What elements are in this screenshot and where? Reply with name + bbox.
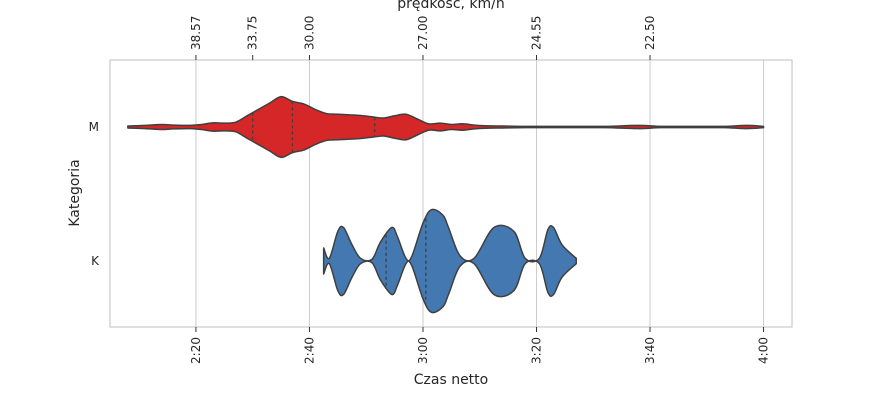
top-tick-label: 38.57: [189, 16, 203, 50]
y-tick-label: K: [91, 254, 100, 268]
violin-m: [127, 95, 765, 159]
top-tick-label: 33.75: [246, 16, 260, 50]
grid-lines: [195, 60, 765, 327]
x-tick-label: 3:40: [643, 337, 657, 364]
top-tick-label: 22.50: [643, 16, 657, 50]
top-axis-title: prędkość, km/h: [397, 0, 505, 12]
bottom-axis: 2:20 2:40 3:00 3:20 3:40 4:00: [189, 327, 771, 364]
x-tick-label: 2:20: [189, 337, 203, 364]
y-axis-title: Kategoria: [67, 159, 83, 226]
top-tick-label: 30.00: [302, 16, 316, 50]
x-axis-title: Czas netto: [414, 372, 488, 388]
top-tick-label: 27.00: [416, 16, 430, 50]
quartile-lines: [252, 101, 427, 304]
x-tick-label: 4:00: [757, 337, 771, 364]
x-tick-label: 3:20: [530, 337, 544, 364]
top-axis: 38.57 33.75 30.00 27.00 24.55 22.50: [189, 16, 657, 60]
plot-frame: [109, 59, 793, 328]
category-axis: MK: [89, 120, 100, 268]
x-tick-label: 3:00: [416, 337, 430, 364]
y-tick-label: M: [89, 120, 99, 134]
top-tick-label: 24.55: [530, 16, 544, 50]
violins: [127, 95, 765, 314]
x-tick-label: 2:40: [302, 337, 316, 364]
violin-k: [322, 208, 577, 314]
